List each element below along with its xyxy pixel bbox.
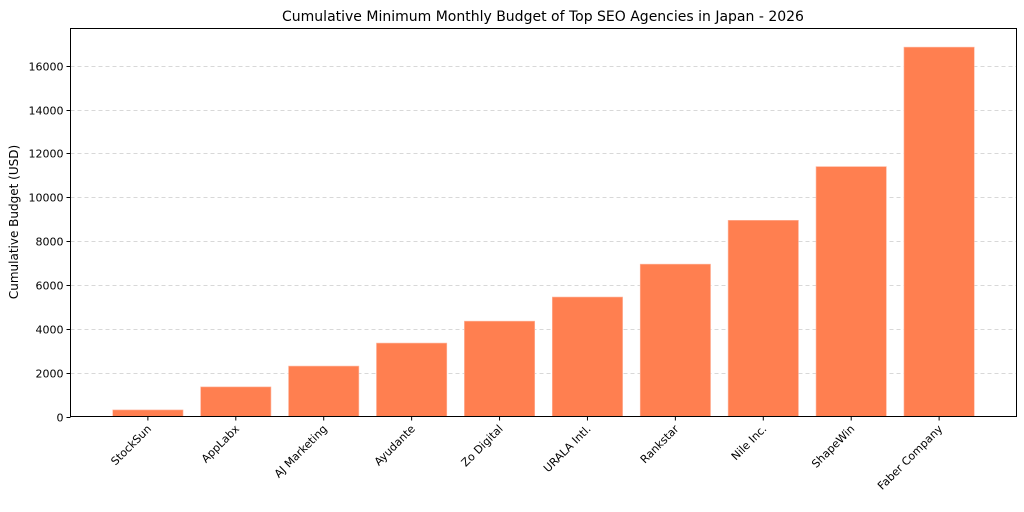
bar-zo-digital	[464, 320, 536, 417]
x-tick-label: AJ Marketing	[272, 422, 330, 480]
x-tick-label: Zo Digital	[459, 422, 506, 469]
bar-faber-company	[903, 46, 975, 417]
x-tick-label: AppLabx	[199, 422, 242, 465]
y-tick-label: 8000	[36, 236, 64, 249]
y-tick-label: 16000	[29, 61, 64, 74]
y-axis-label: Cumulative Budget (USD)	[7, 145, 21, 299]
x-tick-label: ShapeWin	[809, 422, 857, 470]
plot-frame	[70, 28, 1017, 417]
x-tick-label: Nile Inc.	[729, 422, 770, 463]
bar-stocksun	[112, 409, 184, 417]
x-tick-label: StockSun	[108, 422, 154, 468]
y-tick-label: 10000	[29, 192, 64, 205]
y-ticks: 0 2000 4000 6000 8000 10000 12000 14000 16000	[29, 61, 71, 425]
bars	[112, 46, 975, 417]
y-tick-label: 6000	[36, 280, 64, 293]
bar-applabx	[200, 386, 272, 417]
x-ticks: StockSun AppLabx AJ Marketing Ayudante Zo Di…	[108, 416, 946, 493]
x-tick-label: Faber Company	[875, 422, 945, 492]
y-tick-label: 12000	[29, 148, 64, 161]
x-tick-label: Rankstar	[638, 422, 682, 466]
bar-ayudante	[376, 342, 448, 417]
bar-urala-intl-	[551, 296, 623, 417]
y-tick-label: 2000	[36, 368, 64, 381]
gridlines	[70, 66, 1017, 374]
bar-aj-marketing	[288, 365, 360, 417]
x-tick-label: URALA Intl.	[541, 422, 594, 475]
y-tick-label: 4000	[36, 324, 64, 337]
bar-nile-inc-	[727, 220, 799, 417]
bar-rankstar	[639, 263, 711, 417]
x-tick-label: Ayudante	[372, 422, 418, 468]
bar-shapewin	[815, 166, 887, 417]
chart-title: Cumulative Minimum Monthly Budget of Top…	[282, 9, 804, 25]
y-tick-label: 0	[57, 412, 64, 425]
y-tick-label: 14000	[29, 105, 64, 118]
